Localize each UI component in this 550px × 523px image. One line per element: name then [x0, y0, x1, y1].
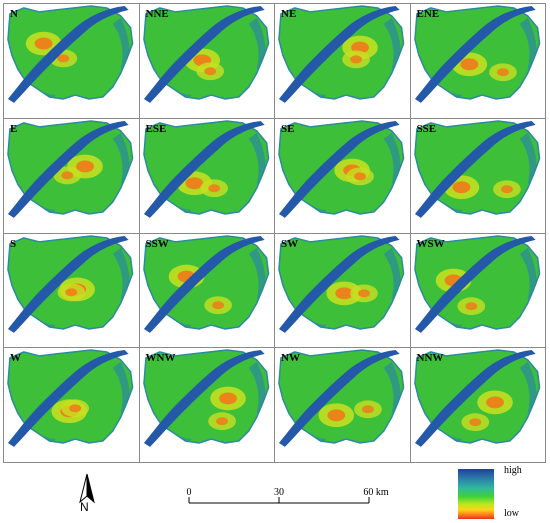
north-arrow-label: N [80, 500, 89, 514]
panel-direction-label: SSW [145, 237, 169, 250]
legend-high-label: high [504, 465, 522, 476]
panel-direction-label: SSE [416, 122, 437, 135]
panel-direction-label: ESE [145, 122, 167, 135]
map-panel: NNW [410, 348, 546, 463]
scale-tick-0: 0 [186, 487, 192, 498]
map-panel: WNW [139, 348, 275, 463]
scale-tick-60: 60 km [363, 487, 389, 498]
scale-tick-30: 30 [274, 487, 284, 498]
map-panel: N [4, 4, 140, 119]
map-panel: SSE [410, 118, 546, 234]
map-panel: E [4, 118, 140, 234]
panel-direction-label: NNE [145, 8, 169, 20]
panel-direction-label: S [10, 237, 17, 250]
panel-direction-label: NNW [416, 352, 444, 365]
panel-direction-label: NW [281, 352, 300, 365]
north-arrow-icon [79, 473, 95, 504]
panel-direction-label: ENE [416, 8, 440, 20]
panel-direction-label: WNW [145, 352, 176, 365]
legend-low-label: low [504, 508, 519, 519]
panel-direction-label: N [10, 8, 18, 20]
map-panel: NW [275, 348, 411, 463]
map-panel: W [4, 348, 140, 463]
map-panel: WSW [410, 233, 546, 349]
map-panel: ESE [139, 118, 275, 234]
panel-direction-label: W [10, 352, 21, 365]
map-panel: SE [275, 118, 411, 234]
map-panel: S [4, 233, 140, 349]
panel-direction-label: WSW [416, 237, 445, 250]
panel-direction-label: NE [281, 8, 297, 20]
map-panel: NNE [139, 4, 275, 119]
panel-direction-label: SE [281, 122, 295, 135]
map-panel: NE [275, 4, 411, 119]
legend-color-ramp [458, 469, 494, 519]
map-panel: SW [275, 233, 411, 349]
panel-direction-label: SW [281, 237, 299, 250]
map-panel: ENE [410, 4, 546, 119]
map-panel: SSW [139, 233, 275, 349]
scale-bar [188, 497, 370, 504]
map-grid: N NNE NE ENE E ESE SE SSE S SSW SW WSW W WNW NW NNW [3, 3, 546, 463]
panel-direction-label: E [10, 122, 18, 135]
